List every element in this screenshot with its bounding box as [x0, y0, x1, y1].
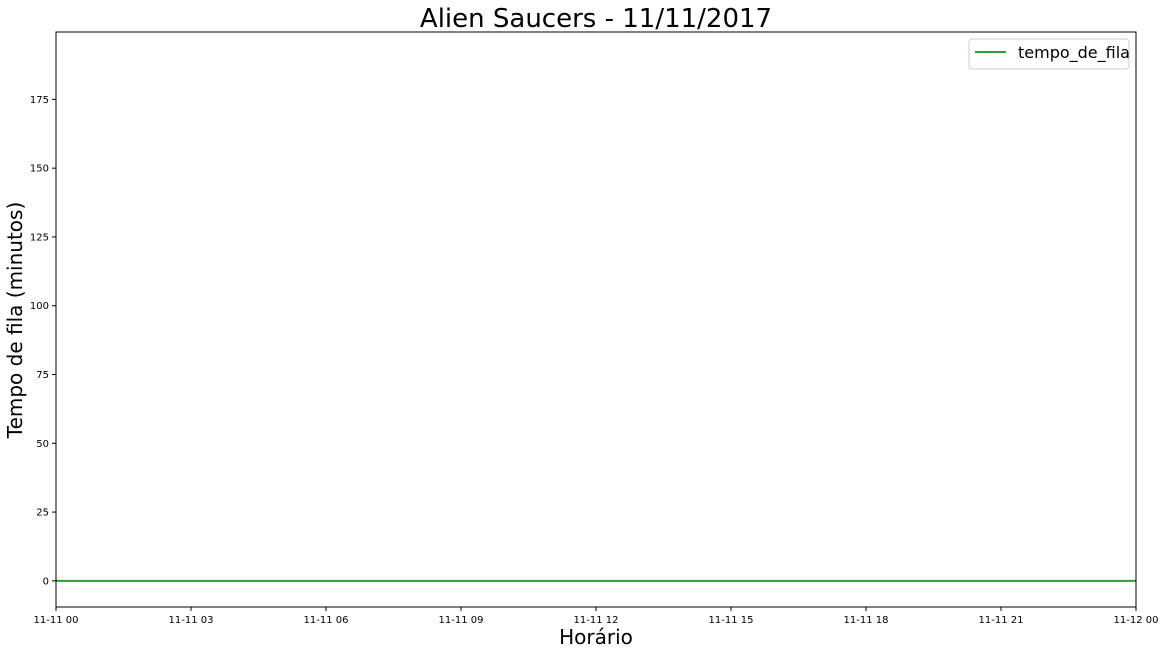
- x-tick-label: 11-11 06: [304, 615, 349, 626]
- y-tick-label: 50: [36, 439, 49, 450]
- x-axis-label: Horário: [559, 625, 633, 649]
- x-tick-label: 11-11 18: [844, 615, 889, 626]
- y-tick-label: 0: [43, 576, 49, 587]
- x-tick-label: 11-11 21: [979, 615, 1024, 626]
- y-tick-label: 175: [30, 95, 49, 106]
- legend-label: tempo_de_fila: [1018, 43, 1130, 63]
- y-tick-label: 150: [30, 164, 49, 175]
- legend-box: [968, 38, 1130, 70]
- y-tick-label: 100: [30, 301, 49, 312]
- x-tick-label: 11-11 15: [709, 615, 754, 626]
- x-tick-label: 11-11 12: [574, 615, 619, 626]
- y-tick-label: 125: [30, 232, 49, 243]
- x-tick-label: 11-11 03: [169, 615, 214, 626]
- chart-title: Alien Saucers - 11/11/2017: [420, 4, 772, 34]
- plot-frame: [55, 31, 1137, 608]
- y-tick-label: 75: [36, 370, 49, 381]
- plot-area: [56, 32, 1136, 607]
- y-tick-label: 25: [36, 508, 49, 519]
- y-axis-ticks: 0 25 50 75 100 125 150 175: [30, 95, 56, 587]
- y-axis-label: Tempo de fila (minutos): [3, 202, 27, 440]
- legend: tempo_de_fila: [968, 38, 1130, 70]
- x-tick-label: 11-12 00: [1114, 615, 1159, 626]
- x-tick-label: 11-11 00: [34, 615, 79, 626]
- x-axis-ticks: 11-11 00 11-11 03 11-11 06 11-11 09 11-11 12…: [34, 607, 1159, 626]
- x-tick-label: 11-11 09: [439, 615, 484, 626]
